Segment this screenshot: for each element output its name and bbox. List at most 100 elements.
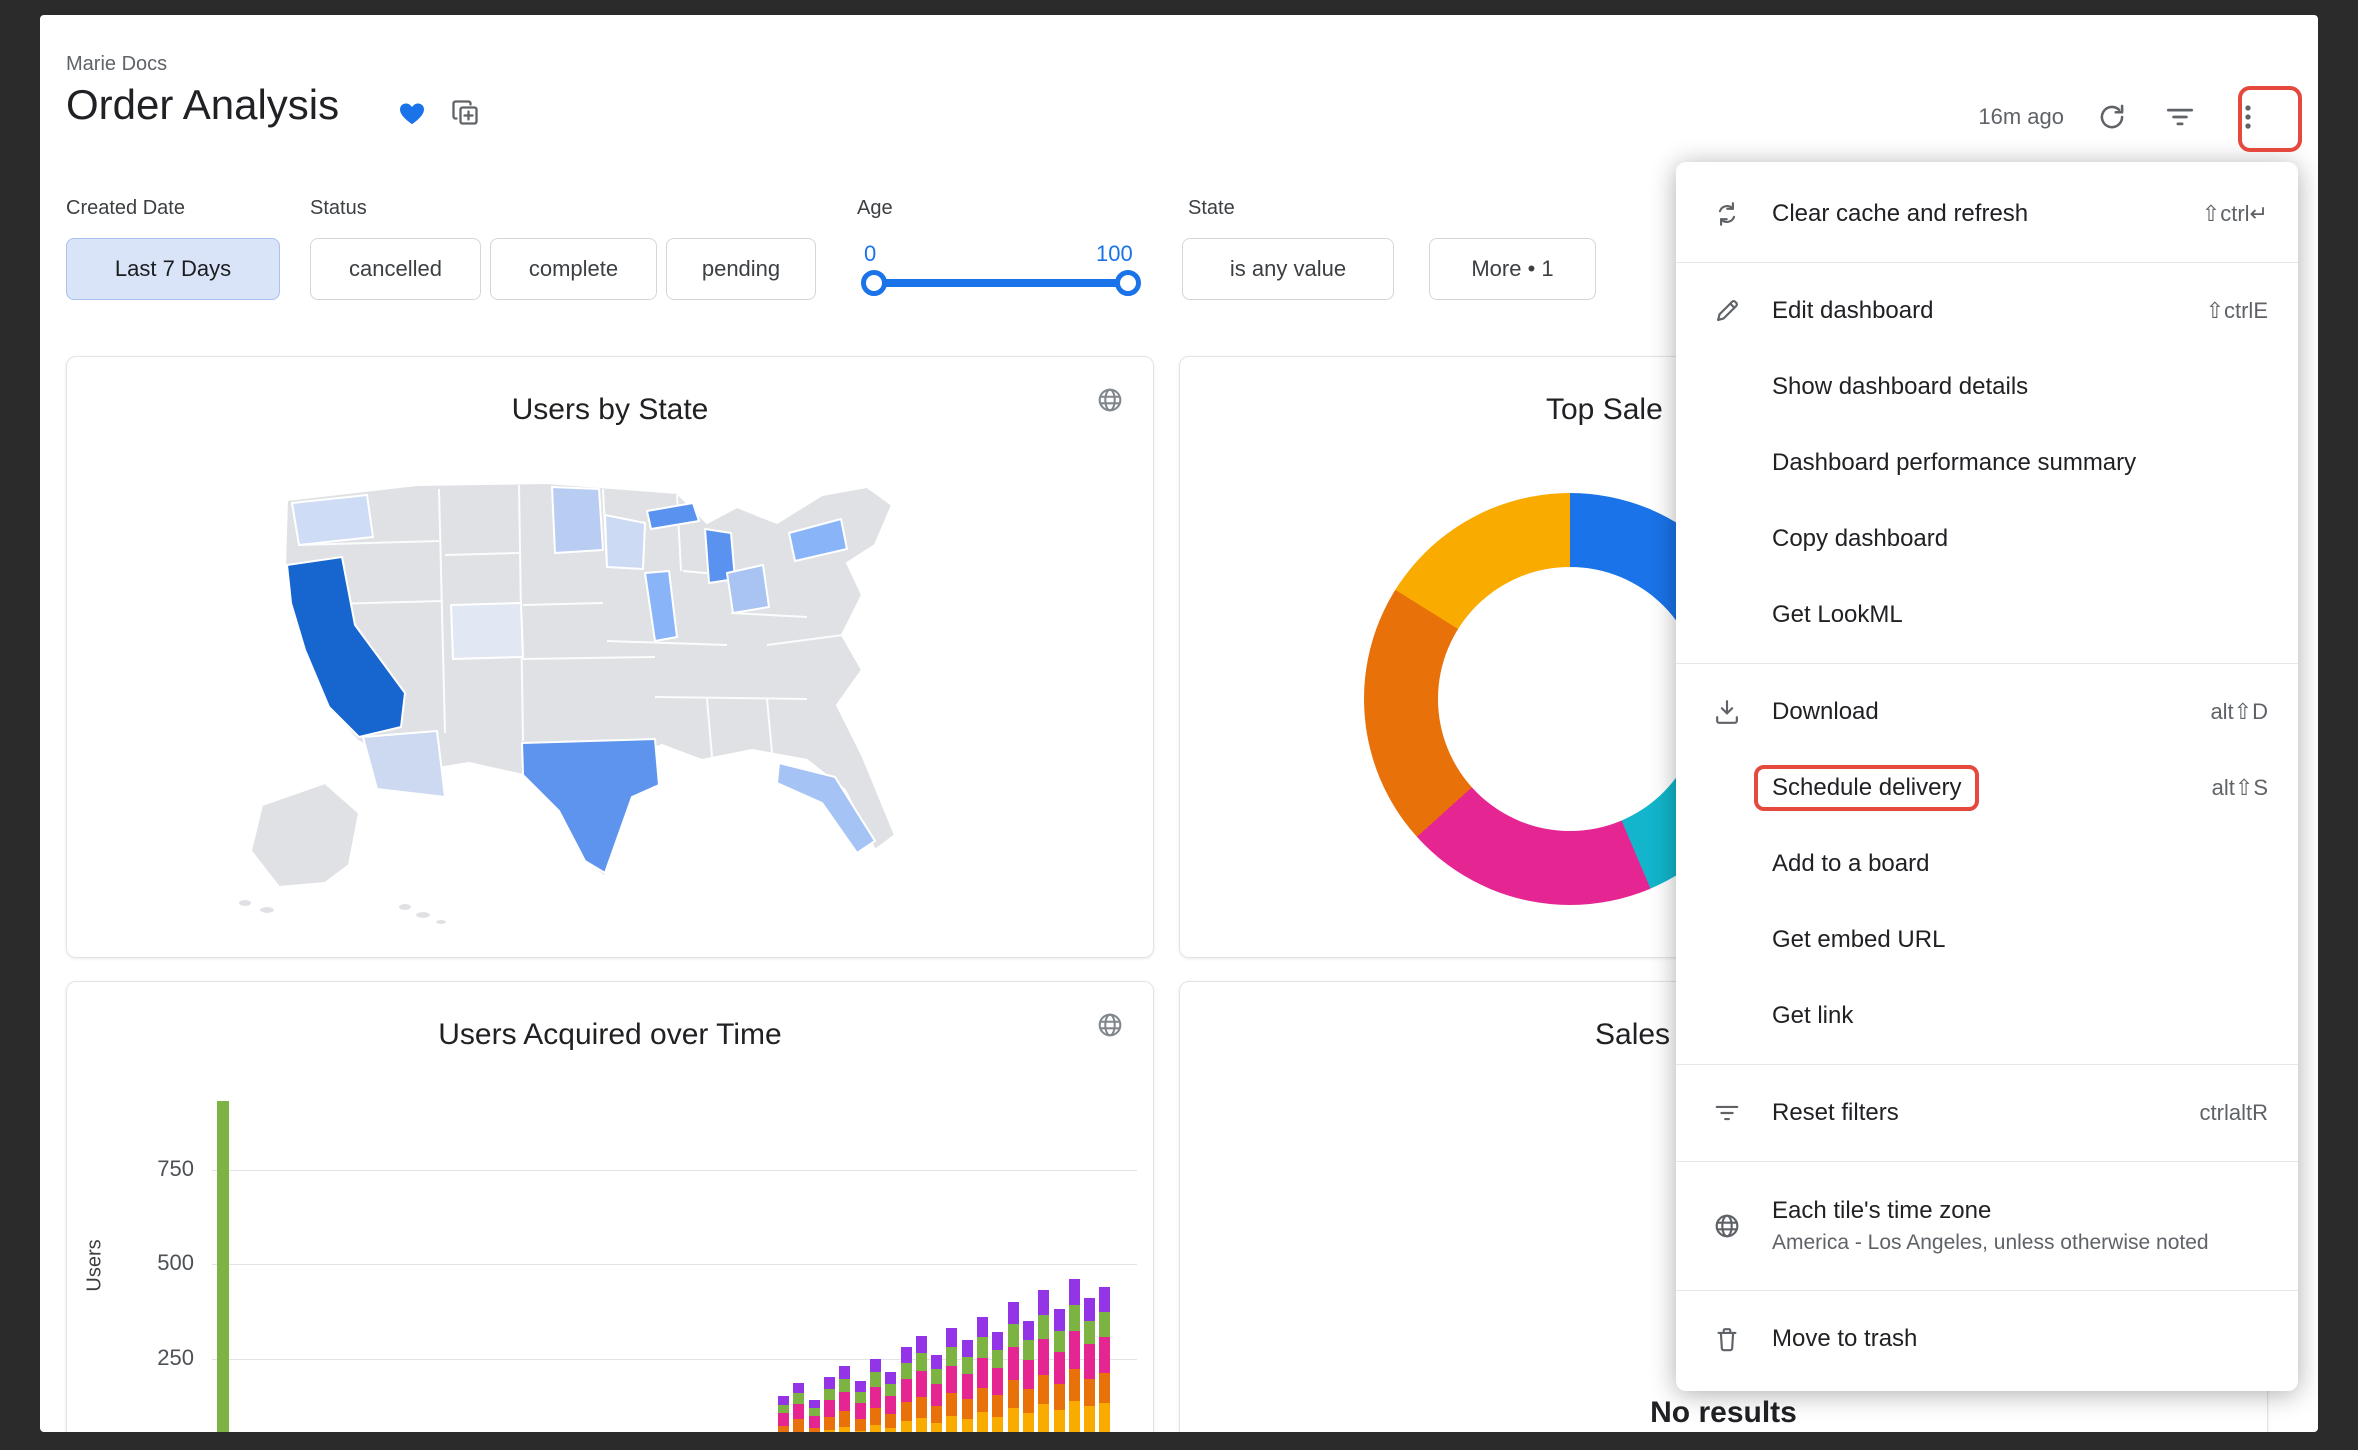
more-vert-button[interactable]	[2228, 97, 2268, 137]
menu-item-label: Clear cache and refresh	[1772, 200, 2029, 227]
menu-item-label: Get LookML	[1772, 601, 1903, 628]
dashboard-filters-button[interactable]	[2160, 97, 2200, 137]
globe-icon[interactable]	[1095, 385, 1125, 415]
bar-6[interactable]	[870, 1358, 881, 1432]
bar-17[interactable]	[1038, 1290, 1049, 1432]
bar-9[interactable]	[916, 1335, 927, 1432]
menu-item-label: Dashboard performance summary	[1772, 449, 2137, 476]
menu-item-copy-dashboard[interactable]: Copy dashboard	[1676, 501, 2298, 577]
menu-item-shortcut: ctrlaltR	[2199, 1100, 2268, 1125]
no-results-text: No results	[1650, 1396, 1797, 1429]
menu-item-shortcut: alt⇧S	[2211, 775, 2268, 800]
menu-item-download[interactable]: Download alt⇧D	[1676, 674, 2298, 750]
menu-item-get-link[interactable]: Get link	[1676, 978, 2298, 1054]
gridline-750	[212, 1170, 1137, 1171]
y-tick-250: 250	[157, 1345, 194, 1370]
menu-item-edit-dashboard[interactable]: Edit dashboard ⇧ctrlE	[1676, 273, 2298, 349]
bar-21[interactable]	[1099, 1286, 1110, 1432]
sync-icon	[1712, 199, 1746, 229]
menu-item-show-dashboard-details[interactable]: Show dashboard details	[1676, 349, 2298, 425]
bar-20[interactable]	[1084, 1298, 1095, 1432]
age-max-value: 100	[1096, 241, 1133, 266]
menu-item-label: Get embed URL	[1772, 926, 1946, 953]
more-filters-button[interactable]: More • 1	[1429, 238, 1596, 300]
bar-10[interactable]	[931, 1354, 942, 1432]
bar-15[interactable]	[1008, 1301, 1019, 1432]
bar-16[interactable]	[1023, 1320, 1034, 1432]
donut-hole	[1438, 567, 1702, 831]
globe-icon	[1712, 1211, 1746, 1241]
alaska-shape	[250, 782, 360, 888]
bar-18[interactable]	[1054, 1309, 1065, 1432]
menu-item-get-lookml[interactable]: Get LookML	[1676, 577, 2298, 653]
bar-5[interactable]	[855, 1381, 866, 1432]
menu-divider	[1676, 1290, 2298, 1291]
menu-item-subtitle: America - Los Angeles, unless otherwise …	[1772, 1231, 2209, 1254]
bar-8[interactable]	[901, 1347, 912, 1432]
state-filter-value[interactable]: is any value	[1182, 238, 1394, 300]
status-filter-label: Status	[310, 197, 367, 219]
bar-outlier[interactable]	[217, 1101, 229, 1432]
y-tick-500: 500	[157, 1250, 194, 1275]
menu-item-dashboard-performance-summary[interactable]: Dashboard performance summary	[1676, 425, 2298, 501]
age-slider-handle-min[interactable]	[861, 270, 887, 296]
highlight-box-schedule-delivery: Schedule delivery	[1754, 765, 1980, 811]
bar-14[interactable]	[992, 1332, 1003, 1432]
menu-divider	[1676, 262, 2298, 263]
tile-title: Sales	[1595, 1018, 1671, 1051]
refresh-button[interactable]	[2092, 97, 2132, 137]
status-option-complete[interactable]: complete	[490, 238, 657, 300]
bar-19[interactable]	[1069, 1279, 1080, 1432]
bar-12[interactable]	[962, 1339, 973, 1432]
last-refresh-label: 16m ago	[1978, 104, 2064, 129]
menu-item-shortcut: alt⇧D	[2210, 699, 2268, 724]
created-date-filter-value[interactable]: Last 7 Days	[66, 238, 280, 300]
status-option-cancelled[interactable]: cancelled	[310, 238, 481, 300]
heart-icon[interactable]	[396, 97, 428, 129]
age-min-value: 0	[864, 241, 877, 266]
menu-item-label: Reset filters	[1772, 1099, 1899, 1126]
bar-4[interactable]	[839, 1366, 850, 1432]
y-tick-750: 750	[157, 1156, 194, 1181]
menu-divider	[1676, 1064, 2298, 1065]
menu-item-label: Add to a board	[1772, 850, 1930, 877]
bar-13[interactable]	[977, 1316, 988, 1432]
gridline-500	[212, 1264, 1137, 1265]
gridline-250	[212, 1359, 1137, 1360]
breadcrumb[interactable]: Marie Docs	[66, 53, 168, 75]
bar-1[interactable]	[793, 1383, 804, 1432]
menu-item-label: Each tile's time zone America - Los Angel…	[1772, 1197, 2268, 1255]
bar-2[interactable]	[809, 1400, 820, 1432]
menu-item-each-tile-s-time-zone[interactable]: Each tile's time zone America - Los Angel…	[1676, 1172, 2298, 1280]
age-range-slider-track[interactable]	[874, 279, 1128, 287]
age-slider-handle-max[interactable]	[1115, 270, 1141, 296]
menu-item-move-to-trash[interactable]: Move to trash	[1676, 1301, 2298, 1377]
menu-item-shortcut: ⇧ctrlE	[2205, 298, 2268, 323]
menu-item-label: Get link	[1772, 1002, 1854, 1029]
filter-list-icon	[2166, 108, 2194, 126]
page-title: Order Analysis	[66, 81, 340, 128]
copy-dashboard-icon[interactable]	[450, 97, 482, 129]
filter-icon	[1712, 1098, 1746, 1128]
tile-title: Users by State	[511, 393, 709, 426]
bar-0[interactable]	[778, 1396, 789, 1432]
bar-7[interactable]	[885, 1371, 896, 1432]
globe-icon[interactable]	[1095, 1010, 1125, 1040]
status-option-pending[interactable]: pending	[666, 238, 816, 300]
menu-item-label: Show dashboard details	[1772, 373, 2029, 400]
menu-item-schedule-delivery[interactable]: Schedule delivery alt⇧S	[1676, 750, 2298, 826]
menu-item-get-embed-url[interactable]: Get embed URL	[1676, 902, 2298, 978]
menu-divider	[1676, 663, 2298, 664]
menu-item-add-to-a-board[interactable]: Add to a board	[1676, 826, 2298, 902]
menu-item-clear-cache-and-refresh[interactable]: Clear cache and refresh ⇧ctrl↵	[1676, 176, 2298, 252]
bar-chart-plot[interactable]	[67, 982, 1155, 1432]
menu-item-reset-filters[interactable]: Reset filters ctrlaltR	[1676, 1075, 2298, 1151]
more-vert-icon	[2245, 105, 2251, 129]
dashboard-actions-menu: Clear cache and refresh ⇧ctrl↵ Edit dashbo…	[1676, 162, 2298, 1391]
bar-3[interactable]	[824, 1377, 835, 1432]
menu-item-label: Move to trash	[1772, 1325, 1918, 1352]
us-choropleth-map[interactable]	[207, 445, 1067, 945]
bar-11[interactable]	[946, 1328, 957, 1432]
dashboard-window: Marie Docs Order Analysis 16m ago Create…	[40, 15, 2318, 1432]
